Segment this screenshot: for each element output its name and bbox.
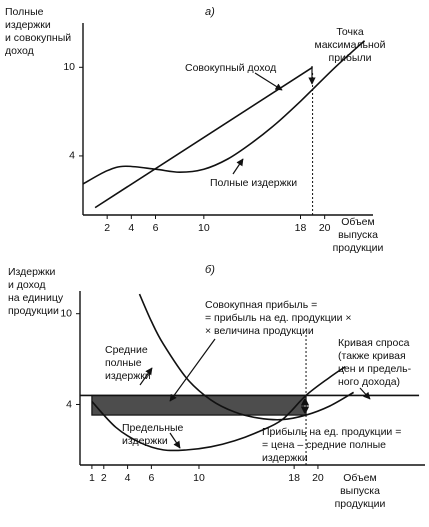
annotation: Совокупная прибыль = <box>205 299 317 311</box>
annotation: Точка <box>336 26 363 38</box>
annotation: = прибыль на ед. продукции × <box>205 312 352 324</box>
x-axis-label: Объем <box>341 216 374 228</box>
annotation: = цена – средние полные <box>262 439 386 451</box>
x-axis-label: выпуска <box>340 485 380 497</box>
y-axis-label: Издержки <box>8 266 56 278</box>
y-axis-label: и совокупный <box>5 32 71 44</box>
x-axis-label: выпуска <box>338 229 378 241</box>
arrow <box>359 387 371 400</box>
x-tick-label: 4 <box>125 472 131 484</box>
x-tick-label: 10 <box>193 472 205 484</box>
y-tick-label: 10 <box>63 61 75 73</box>
y-axis-label: и доход <box>8 279 46 291</box>
y-axis-label: издержки <box>5 19 51 31</box>
y-axis-label: продукции <box>8 305 59 317</box>
curve-label: Совокупный доход <box>185 62 276 74</box>
curve <box>91 365 346 452</box>
y-axis-label: на единицу <box>8 292 64 304</box>
profit-area <box>91 394 307 416</box>
annotation: (также кривая <box>338 350 406 362</box>
arrow <box>232 158 244 175</box>
annotation: Предельные <box>122 422 184 434</box>
x-tick-label: 6 <box>148 472 154 484</box>
y-axis-label: Полные <box>5 6 44 18</box>
x-tick-label: 20 <box>319 222 331 234</box>
annotation: максимальной <box>314 39 385 51</box>
annotation: цен и предель- <box>338 363 412 375</box>
arrow <box>139 367 153 386</box>
annotation: Кривая спроса <box>338 337 410 349</box>
curve <box>82 40 366 185</box>
curve-label: Полные издержки <box>210 177 297 189</box>
x-tick-label: 4 <box>128 222 134 234</box>
annotation: издержки <box>122 435 168 447</box>
x-axis-label: продукции <box>335 498 386 510</box>
annotation: × величина продукции <box>205 325 314 337</box>
x-tick-label: 2 <box>101 472 107 484</box>
x-tick-label: 18 <box>288 472 300 484</box>
x-tick-label: 6 <box>153 222 159 234</box>
annotation: ного дохода) <box>338 376 400 388</box>
curve <box>94 66 314 209</box>
arrow <box>169 338 216 402</box>
annotation: Прибыль на ед. продукции = <box>262 426 401 438</box>
annotation: Средние <box>105 344 148 356</box>
y-axis-label: доход <box>5 45 34 57</box>
annotation: прибыли <box>329 52 372 64</box>
y-tick-label: 4 <box>69 150 75 162</box>
y-tick-label: 4 <box>66 398 72 410</box>
x-axis-label: Объем <box>343 472 376 484</box>
annotation: издержки <box>262 452 308 464</box>
x-tick-label: 10 <box>198 222 210 234</box>
y-tick-label: 10 <box>60 307 72 319</box>
annotation: полные <box>105 357 142 369</box>
chart-title: а) <box>205 6 215 18</box>
x-tick-label: 18 <box>295 222 307 234</box>
x-axis-label: продукции <box>333 242 384 254</box>
x-tick-label: 1 <box>89 472 95 484</box>
annotation: издержки <box>105 370 151 382</box>
curve <box>138 293 355 421</box>
arrow <box>254 72 283 91</box>
arrow <box>169 432 181 449</box>
x-tick-label: 2 <box>104 222 110 234</box>
x-tick-label: 20 <box>312 472 324 484</box>
chart-title: б) <box>205 264 215 276</box>
